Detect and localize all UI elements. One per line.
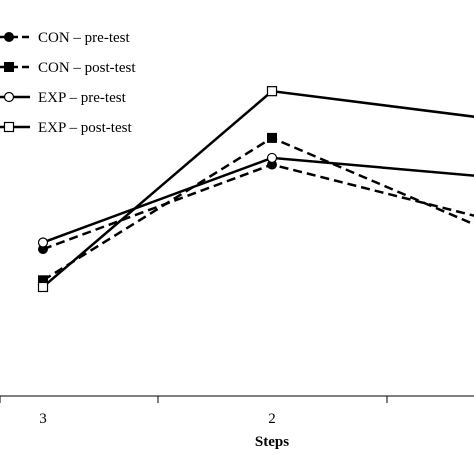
x-axis-ticks [0,396,388,403]
legend-label: CON – post-test [38,60,136,76]
legend-marker [4,32,14,42]
x-tick-labels: 321 [39,411,276,427]
x-tick-label: 2 [268,411,276,427]
legend-marker [3,91,15,103]
series-3-point [37,237,49,248]
series-line-2 [42,136,474,282]
legend-label: EXP – post-test [38,120,132,136]
x-axis-label: Steps [255,434,289,450]
series-4-point [37,281,49,293]
series-line-1 [42,163,474,251]
x-tick-label: 3 [39,411,47,427]
axes: 321 Steps [0,395,474,450]
legend-marker [4,62,14,72]
series-2-point [267,132,277,143]
legend-label: CON – pre-test [38,30,130,46]
series-markers [37,86,278,293]
legend-marker [3,121,15,133]
series-4-point [266,86,278,97]
series-3-point [266,152,278,164]
legend: CON – pre-test CON – post-test EXP – pre-t… [0,30,136,136]
legend-label: EXP – pre-test [38,90,127,106]
